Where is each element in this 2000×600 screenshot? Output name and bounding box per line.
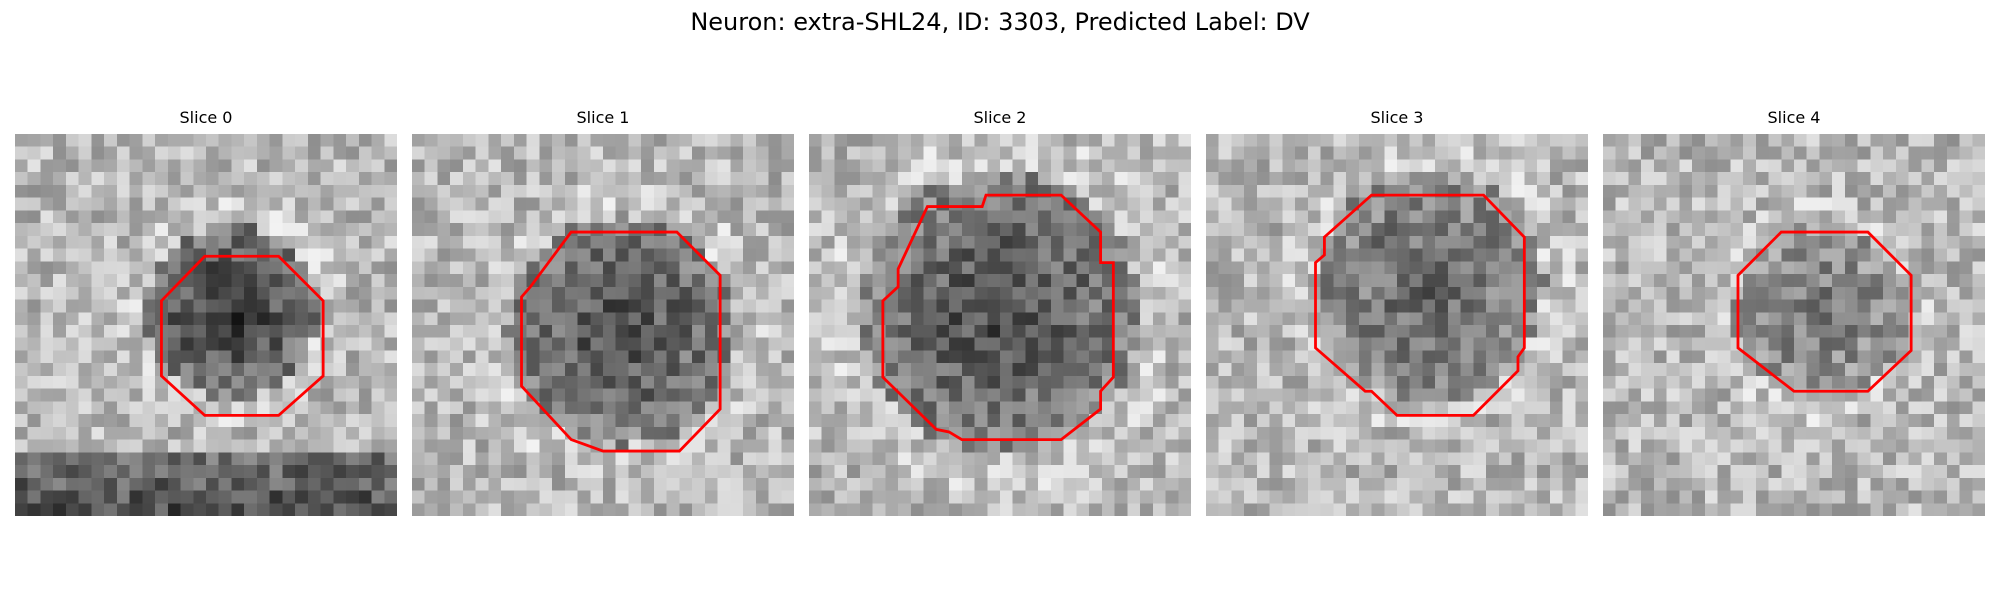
- pixel-grid: [1206, 134, 1588, 516]
- figure-title: Neuron: extra-SHL24, ID: 3303, Predicted…: [690, 8, 1310, 36]
- pixel-grid: [412, 134, 794, 516]
- roi-contour: [520, 230, 722, 453]
- slice-image: [15, 134, 397, 516]
- slice-panel-2: Slice 2: [809, 108, 1191, 516]
- slice-title: Slice 0: [179, 108, 233, 127]
- roi-contour: [1314, 193, 1526, 417]
- slice-panel-0: Slice 0: [15, 108, 397, 516]
- slice-panel-3: Slice 3: [1206, 108, 1588, 516]
- roi-contour: [1736, 230, 1913, 393]
- slice-image: [1603, 134, 1985, 516]
- pixel-grid: [15, 134, 397, 516]
- pixel-grid: [1603, 134, 1985, 516]
- slice-panel-1: Slice 1: [412, 108, 794, 516]
- slice-image: [1206, 134, 1588, 516]
- slice-title: Slice 4: [1767, 108, 1821, 127]
- pixel-grid: [809, 134, 1191, 516]
- slice-title: Slice 1: [576, 108, 630, 127]
- slice-image: [412, 134, 794, 516]
- slice-panel-4: Slice 4: [1603, 108, 1985, 516]
- slice-title: Slice 3: [1370, 108, 1424, 127]
- roi-contour: [160, 254, 325, 417]
- roi-contour: [881, 193, 1115, 442]
- slice-title: Slice 2: [973, 108, 1027, 127]
- slice-image: [809, 134, 1191, 516]
